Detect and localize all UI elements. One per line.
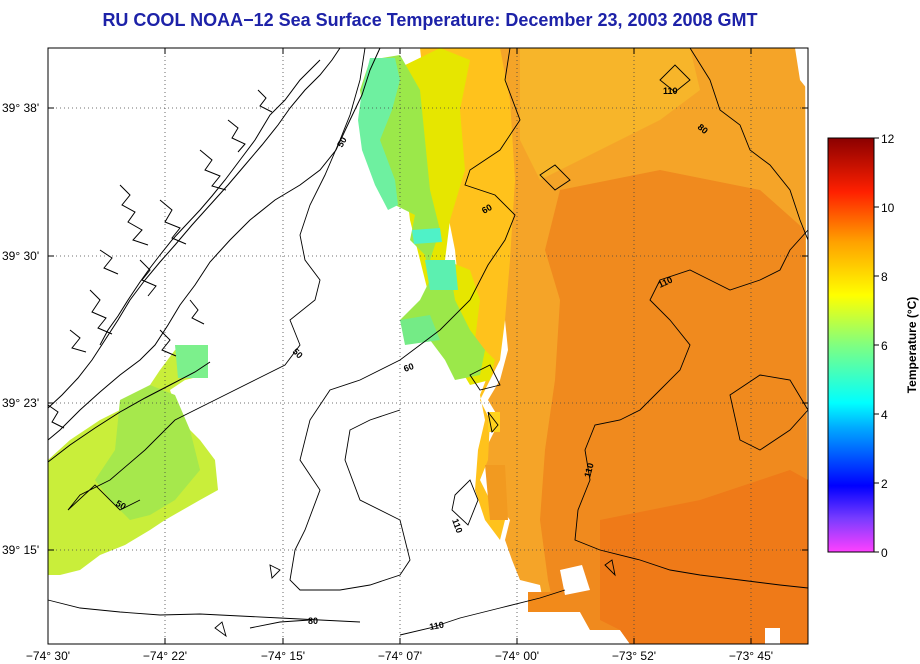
contour-label: 80: [308, 616, 318, 626]
coastline: [47, 47, 381, 463]
contour-label: 60: [402, 361, 415, 374]
contour-label: 110: [582, 462, 595, 479]
sst-field: [48, 48, 808, 644]
lat-label: 39° 15': [2, 543, 39, 557]
graticule: [48, 48, 808, 644]
lon-label: −74° 07': [378, 649, 422, 663]
colorbar-ticks: [874, 137, 879, 553]
contour-label: 60: [480, 202, 494, 216]
frame-ticks: [48, 48, 808, 644]
colorbar-tick-label: 6: [881, 339, 888, 353]
sst-region-nearshore-cyan: [358, 58, 400, 210]
contour-label: 110: [450, 517, 464, 534]
lon-label: −74° 22': [143, 649, 187, 663]
cloud-gap-3: [795, 48, 808, 90]
contour-label: 110: [429, 620, 445, 632]
latitude-labels: 39° 38' 39° 30' 39° 23' 39° 15': [2, 101, 39, 557]
map-title: RU COOL NOAA−12 Sea Surface Temperature:…: [102, 10, 758, 30]
sst-region-orange-cells-2: [485, 465, 508, 520]
longitude-labels: −74° 30' −74° 22' −74° 15' −74° 07' −74°…: [26, 649, 773, 663]
sst-region-southwest-cyan: [175, 345, 208, 378]
colorbar-title: Temperature (°C): [905, 297, 919, 394]
map-frame: [47, 47, 809, 645]
colorbar-tick-label: 8: [881, 270, 888, 284]
contour-label: 50: [335, 135, 349, 149]
colorbar-gradient: [827, 137, 875, 553]
lon-label: −74° 15': [261, 649, 305, 663]
lon-label: −73° 52': [612, 649, 656, 663]
contour-label: 110: [663, 86, 678, 96]
contour-label: 50: [291, 346, 305, 360]
lat-label: 39° 38': [2, 101, 39, 115]
lon-label: −73° 45': [729, 649, 773, 663]
sst-region-upper-orange: [520, 48, 700, 180]
contour-label: 50: [114, 498, 128, 512]
colorbar-tick-label: 0: [881, 546, 888, 560]
sst-region-southwest-green-2: [95, 385, 200, 520]
colorbar-tick-label: 10: [881, 201, 895, 215]
lon-label: −74° 30': [26, 649, 70, 663]
depth-contours: [47, 47, 809, 638]
colorbar: 12 10 8 6 4 2 0 Temperature (°C): [827, 132, 919, 560]
contour-label: 80: [696, 122, 710, 136]
lat-label: 39° 23': [2, 396, 39, 410]
sst-region-southeast-hot: [600, 470, 808, 644]
colorbar-tick-label: 12: [881, 132, 895, 146]
colorbar-tick-label: 4: [881, 408, 888, 422]
cloud-gap-2: [765, 628, 780, 644]
cloud-gap-1: [560, 565, 590, 595]
sst-region-cyan-patch-2: [425, 260, 458, 290]
lon-label: −74° 00': [495, 649, 539, 663]
lat-label: 39° 30': [2, 249, 39, 263]
colorbar-tick-label: 2: [881, 477, 888, 491]
sst-region-nearshore-green: [360, 55, 485, 380]
sst-region-cyan-patch: [412, 228, 442, 244]
sst-region-orange-cells: [528, 592, 560, 612]
